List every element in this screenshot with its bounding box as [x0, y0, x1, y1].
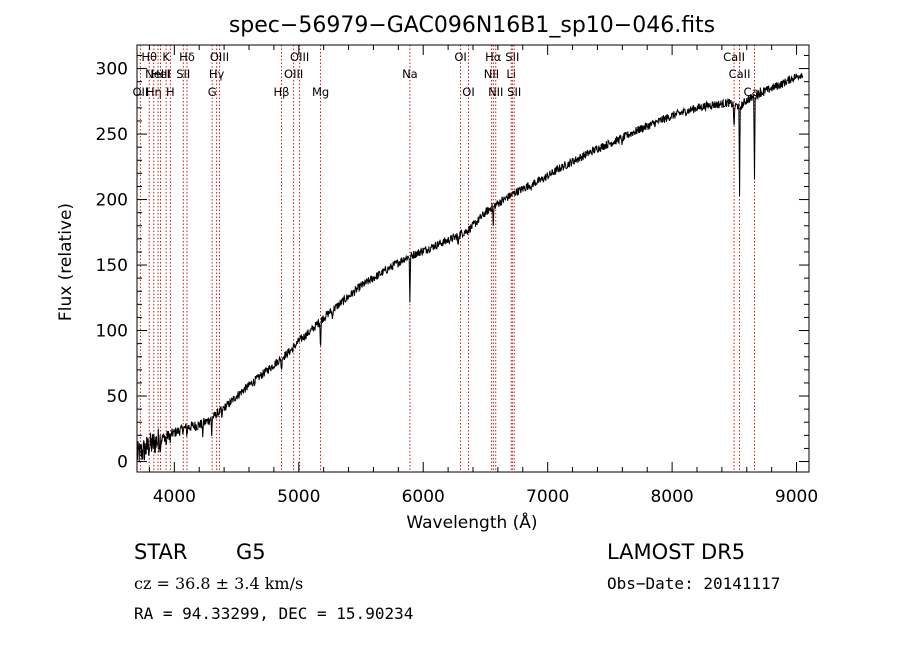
line-marker-label-9: G: [208, 85, 217, 99]
line-marker-label-12: Hβ: [273, 85, 289, 99]
line-marker-label-7: SII: [176, 67, 190, 81]
line-marker-label-3: NeIII: [145, 67, 171, 81]
line-marker-label-8: Hδ: [179, 50, 195, 64]
x-tick-label-1: 5000: [277, 487, 320, 507]
redshift-readout: cz = 36.8 ± 3.4 km/s: [134, 574, 304, 593]
survey-label: LAMOST DR5: [607, 540, 746, 564]
line-marker-label-16: Na: [402, 67, 418, 81]
line-marker-label-23: SII: [505, 50, 519, 64]
line-marker-label-10: Hγ: [209, 67, 225, 81]
line-marker-label-5: K: [162, 50, 170, 64]
axis-ticks: 4000 5000 6000 7000 8000 9000 0 50 100 150 200 250 3…: [96, 45, 818, 507]
x-tick-label-0: 4000: [153, 487, 196, 507]
y-tick-label-3: 150: [96, 256, 128, 276]
line-marker-label-15: Mg: [312, 85, 329, 99]
line-marker-label-24: SII: [507, 85, 521, 99]
line-marker-label-0: OII: [132, 85, 148, 99]
line-marker-label-6: H: [166, 85, 175, 99]
line-marker-label-1: Hθ: [141, 50, 157, 64]
y-tick-label-0: 0: [117, 453, 128, 473]
y-tick-label-4: 200: [96, 191, 128, 211]
line-marker-label-19: NII: [484, 67, 499, 81]
x-tick-label-5: 9000: [775, 487, 818, 507]
line-marker-label-17: OI: [454, 50, 466, 64]
coordinates-readout: RA = 94.33299, DEC = 15.90234: [134, 604, 414, 623]
y-tick-label-5: 250: [96, 125, 128, 145]
object-class-label: STAR: [134, 540, 188, 564]
spectrum-line: [136, 72, 804, 463]
y-axis-label: Flux (relative): [56, 203, 76, 321]
y-tick-label-2: 100: [96, 322, 128, 342]
x-tick-label-4: 8000: [650, 487, 693, 507]
line-marker-label-11: OIII: [210, 50, 229, 64]
plot-frame: [136, 44, 810, 473]
line-marker-label-25: CaII: [723, 50, 745, 64]
line-marker-label-26: CaII: [729, 67, 751, 81]
line-marker-label-20: Hα: [485, 50, 502, 64]
line-marker-label-14: OIII: [290, 50, 309, 64]
chart-title: spec−56979−GAC096N16B1_sp10−046.fits: [229, 13, 715, 38]
x-tick-label-2: 6000: [402, 487, 445, 507]
spectral-line-markers: OIIHθHηNeIIIHeIKHSIIHδGHγOIIIHβOIIIOIIIM…: [132, 45, 765, 472]
line-marker-label-22: Li: [506, 67, 516, 81]
spectral-subclass: G5: [236, 540, 266, 564]
y-tick-label-6: 300: [96, 60, 128, 80]
line-marker-label-21: NII: [488, 85, 503, 99]
spectrum-series: [136, 72, 804, 463]
x-axis-label: Wavelength (Å): [406, 511, 537, 533]
y-tick-label-1: 50: [106, 387, 128, 407]
x-tick-label-3: 7000: [526, 487, 569, 507]
line-marker-label-4: HeI: [151, 67, 170, 81]
line-marker-label-27: CaII: [744, 85, 766, 99]
line-marker-label-13: OIII: [284, 67, 303, 81]
line-marker-label-18: OI: [462, 85, 474, 99]
observation-date: Obs−Date: 20141117: [607, 574, 781, 593]
line-marker-label-2: Hη: [146, 85, 162, 99]
